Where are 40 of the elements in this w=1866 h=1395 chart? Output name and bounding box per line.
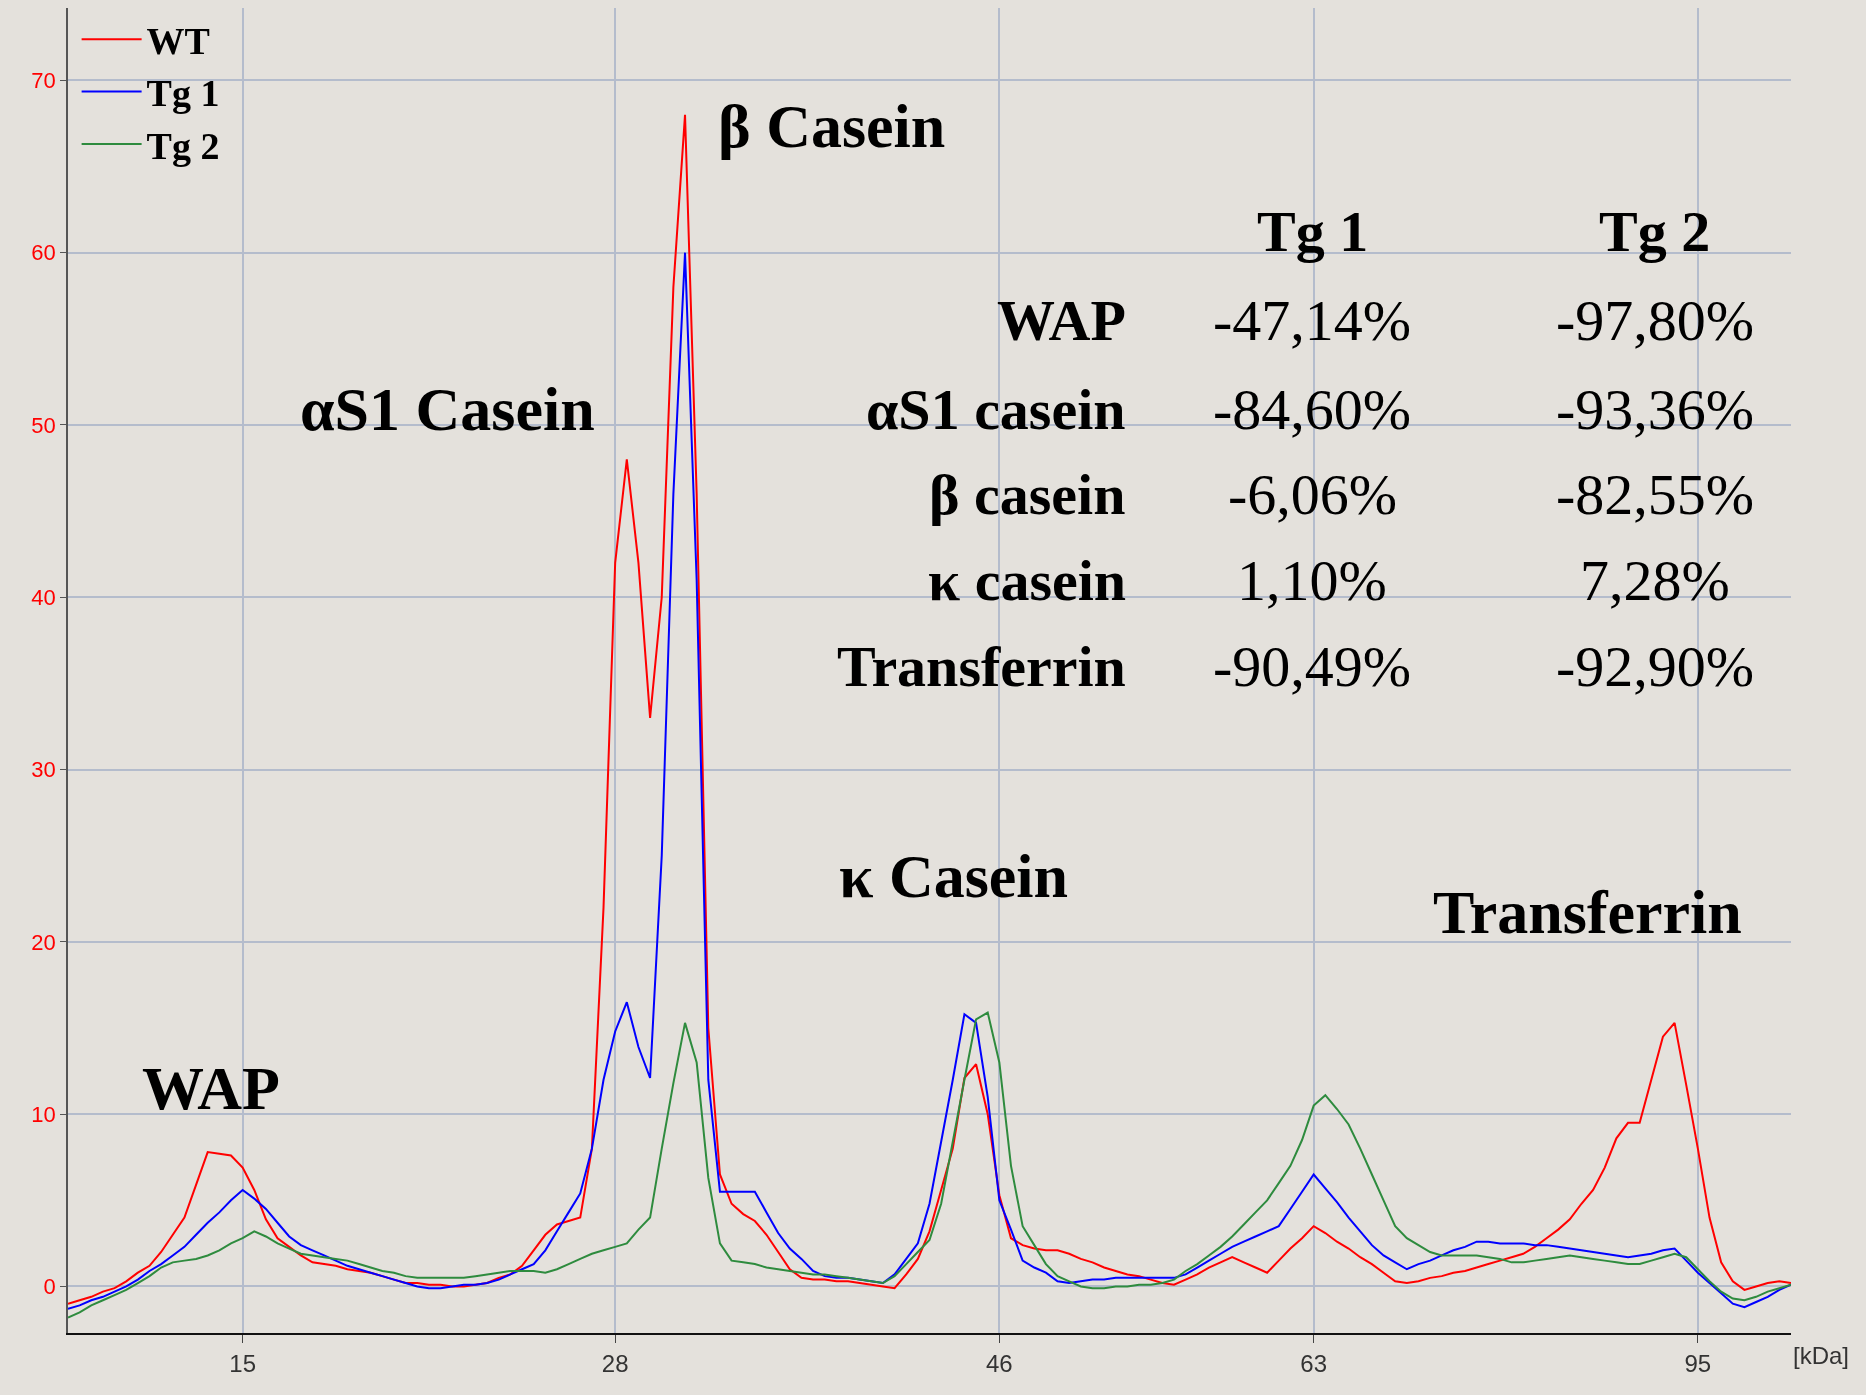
annotation: Transferrin [1433,878,1742,946]
annotation: -92,90% [1556,634,1755,699]
annotation: Tg 2 [1599,199,1711,264]
annotation: Tg 1 [1257,199,1369,264]
annotation: WAP [142,1054,280,1122]
annotation: αS1 Casein [300,375,595,443]
annotation: WAP [997,288,1126,353]
y-tick-label: 50 [31,412,56,438]
x-tick-label: 95 [1684,1349,1712,1377]
annotation: -97,80% [1556,288,1755,353]
x-tick-label: 63 [1300,1349,1328,1377]
annotation: αS1 casein [866,377,1126,442]
annotation: Transferrin [837,634,1126,699]
y-tick-label: 10 [31,1101,56,1127]
annotation: -93,36% [1556,377,1755,442]
annotation: κ casein [928,548,1127,613]
y-tick-label: 70 [31,68,56,94]
x-tick-label: 15 [229,1349,256,1377]
y-tick-label: 40 [31,584,56,610]
y-tick-label: 30 [31,757,56,783]
x-tick-label: 28 [601,1349,629,1377]
annotation: κ Casein [839,842,1069,910]
annotation: -90,49% [1213,634,1412,699]
annotation: -6,06% [1228,462,1398,527]
annotation: 7,28% [1580,548,1730,613]
y-tick-label: 0 [43,1274,56,1300]
y-tick-label: 60 [31,240,56,266]
y-tick-label: 20 [31,929,56,955]
x-axis-title: [kDa] [1793,1342,1850,1369]
annotation: -47,14% [1213,288,1412,353]
line-series [68,1011,1791,1319]
legend-label: Tg 1 [146,72,220,115]
annotation: -84,60% [1213,377,1412,442]
x-tick-label: 46 [986,1349,1013,1377]
annotation: 1,10% [1237,548,1387,613]
annotation: -82,55% [1556,462,1755,527]
annotation: β Casein [718,92,946,160]
annotation: β casein [929,462,1126,527]
legend-label: Tg 2 [146,124,220,167]
legend-label: WT [146,20,210,63]
